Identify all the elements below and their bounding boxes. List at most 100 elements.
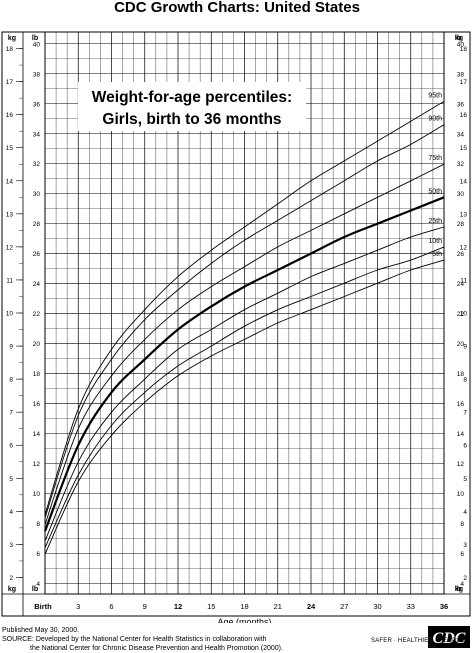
lb-tick-label-right: 18 [457,371,465,378]
kg-tick-label: 6 [9,443,13,450]
lb-tick-label-left: 38 [33,71,41,78]
published-note: Published May 30, 2000. [2,627,80,634]
series-label-10th: 10th [428,238,442,245]
series-label-50th: 50th [428,188,442,195]
lb-tick-label-right: 22 [457,311,465,318]
x-tick-label: 6 [109,602,113,611]
percentile-curve-50th [43,196,445,532]
kg-unit-label-bottom: kg [8,586,16,593]
x-tick-label: 27 [340,602,348,611]
lb-tick-label-left: 10 [33,491,41,498]
kg-tick-label: 9 [9,344,13,351]
lb-tick-label-right: 20 [457,341,465,348]
kg-tick-label-right: 11 [460,277,467,284]
lb-unit-label-top-right: lb [455,35,461,42]
lb-tick-label-left: 28 [33,221,41,228]
lb-tick-label-left: 8 [36,521,40,528]
kg-unit-label-top-right: kg [455,35,463,42]
lb-tick-label-right: 6 [460,551,464,558]
series-label-5th: 5th [432,251,442,258]
cdc-logo-text: CDC [433,630,466,647]
lb-tick-label-right: 8 [460,521,464,528]
kg-tick-label-right: 14 [460,178,468,185]
lb-tick-label-right: 10 [457,491,465,498]
kg-unit-label-top: kg [8,35,16,42]
lb-tick-label-left: 16 [33,401,41,408]
kg-tick-label-right: 12 [460,244,468,251]
source-line-2: the National Center for Chronic Disease … [30,645,283,652]
x-tick-label: 15 [207,602,215,611]
lb-tick-label-right: 38 [457,71,465,78]
lb-tick-label-left: 14 [33,431,41,438]
kg-tick-label: 4 [9,509,13,516]
percentile-curves: 95th 90th 75th 50th 25th 10th 5th [43,92,445,555]
lb-tick-label-right: 16 [457,401,465,408]
kg-tick-label-right: 4 [463,509,467,516]
lb-tick-label-left: 32 [33,161,41,168]
kg-tick-label-right: 9 [463,344,467,351]
chart-subtitle: Girls, birth to 36 months [102,111,281,128]
lb-tick-label-left: 36 [33,101,41,108]
x-tick-label: 9 [143,602,147,611]
lb-tick-label-right: 4 [460,581,464,588]
percentile-curve-90th [44,124,445,519]
x-tick-label: 18 [240,602,248,611]
lb-tick-label-right: 14 [457,431,465,438]
lb-tick-label-left: 34 [33,131,41,138]
kg-tick-label-right: 17 [460,79,468,86]
x-tick-label: 3 [76,602,80,611]
lb-tick-label-left: 22 [33,311,41,318]
x-tick-label: Birth [34,602,52,611]
lb-tick-label-right: 34 [457,131,465,138]
lb-tick-label-right: 30 [457,191,465,198]
kg-tick-label-right: 2 [463,575,467,582]
percentile-curve-95th [44,101,445,515]
percentile-curve-25th [44,226,445,542]
kg-tick-label-right: 5 [463,476,467,483]
lb-unit-label-bottom-left: lb [32,586,38,593]
kg-tick-label: 12 [6,244,14,251]
x-tick-label: 24 [307,602,316,611]
kg-tick-label: 16 [6,112,14,119]
kg-tick-label-right: 6 [463,443,467,450]
cdc-slogan: SAFER · HEALTHIER · PEOPLE™ [371,638,471,644]
kg-tick-label-right: 7 [463,410,467,417]
lb-tick-label-left: 18 [33,371,41,378]
series-label-25th: 25th [428,218,442,225]
lb-tick-label-right: 26 [457,251,465,258]
chart-title-box: Weight-for-age percentiles: Girls, birth … [78,82,306,131]
lb-unit-label-top-left: lb [32,35,38,42]
kg-tick-label-right: 8 [463,377,467,384]
lb-tick-label-left: 4 [36,581,40,588]
kg-tick-label-right: 16 [460,112,468,119]
lb-tick-label-left: 12 [33,461,41,468]
x-tick-label: 33 [407,602,415,611]
kg-tick-label: 11 [6,277,13,284]
lb-tick-label-right: 36 [457,101,465,108]
cdc-logo: CDC [428,626,470,648]
lb-tick-label-left: 30 [33,191,41,198]
kg-tick-label: 18 [6,46,14,53]
kg-tick-label-right: 10 [460,311,468,318]
kg-tick-label-right: 3 [463,542,467,549]
percentile-curve-75th [44,163,445,525]
kg-tick-label: 14 [6,178,14,185]
percentile-curve-10th [44,246,445,548]
kg-tick-label-right: 15 [460,145,468,152]
series-label-90th: 90th [428,116,442,123]
lb-tick-label-right: 28 [457,221,465,228]
lb-tick-label-right: 24 [457,281,465,288]
kg-tick-label: 10 [6,311,14,318]
kg-tick-label-right: 18 [460,46,468,53]
lb-tick-label-right: 40 [457,41,465,48]
x-axis-label: Age (months) [217,617,271,623]
kg-tick-label: 7 [9,410,13,417]
lb-tick-label-left: 40 [33,41,41,48]
x-tick-label: 12 [174,602,182,611]
x-tick-label: 21 [274,602,282,611]
title-box [78,82,306,131]
kg-tick-label: 15 [6,145,14,152]
kg-tick-label: 8 [9,377,13,384]
kg-tick-label: 17 [6,79,14,86]
